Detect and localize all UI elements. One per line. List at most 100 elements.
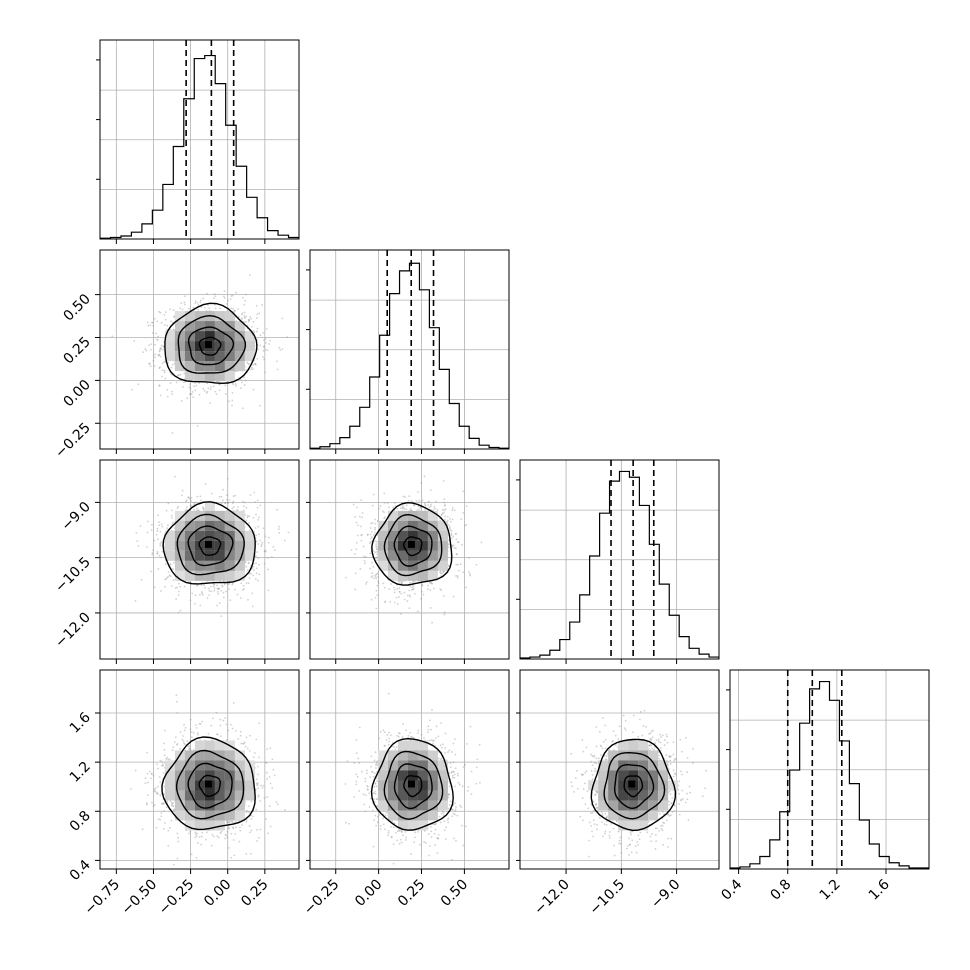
sample-point — [465, 586, 467, 589]
sample-point — [177, 590, 180, 593]
sample-point — [228, 588, 230, 590]
sample-point — [192, 396, 195, 398]
sample-point — [455, 547, 457, 550]
sample-point — [469, 574, 471, 577]
sample-point — [193, 508, 195, 511]
sample-point — [253, 491, 256, 494]
sample-point — [200, 306, 203, 308]
sample-point — [456, 553, 458, 556]
sample-point — [261, 304, 263, 306]
sample-point — [443, 613, 446, 616]
sample-point — [172, 329, 175, 332]
sample-point — [409, 595, 411, 598]
sample-point — [264, 338, 267, 340]
sample-point — [172, 521, 174, 524]
density-cell — [204, 570, 215, 581]
sample-point — [410, 500, 413, 503]
sample-point — [190, 496, 193, 499]
sample-point — [370, 537, 372, 540]
sample-point — [170, 390, 173, 393]
panel-frame — [99, 459, 300, 660]
sample-point — [243, 314, 246, 317]
hist-panel-0 — [96, 40, 299, 244]
sample-point — [400, 507, 402, 510]
sample-point — [404, 496, 406, 498]
sample-point — [202, 507, 205, 510]
sample-point — [227, 299, 229, 302]
sample-point — [189, 393, 192, 396]
sample-point — [151, 321, 153, 324]
sample-point — [179, 307, 181, 310]
density-cell — [244, 351, 255, 362]
density-cell — [214, 331, 225, 342]
sample-point — [375, 573, 378, 576]
density-cell — [184, 371, 195, 382]
sample-point — [167, 571, 170, 573]
sample-point — [401, 506, 404, 509]
sample-point — [450, 534, 453, 537]
sample-point — [183, 295, 186, 298]
sample-point — [444, 508, 447, 511]
sample-point — [442, 570, 445, 573]
sample-point — [156, 550, 159, 553]
sample-point — [371, 575, 374, 577]
sample-point — [374, 540, 376, 543]
sample-point — [443, 511, 445, 514]
sample-point — [279, 349, 282, 351]
density-cell — [184, 510, 195, 521]
sample-point — [281, 317, 284, 320]
sample-point — [206, 304, 209, 306]
density-cell — [234, 351, 245, 362]
sample-point — [153, 539, 156, 542]
sample-point — [245, 582, 248, 584]
sample-point — [161, 375, 163, 378]
sample-point — [189, 387, 192, 390]
sample-point — [254, 527, 257, 529]
sample-point — [198, 593, 201, 596]
density-cell — [224, 351, 235, 362]
sample-point — [158, 384, 161, 387]
density-cell — [234, 540, 245, 551]
sample-point — [150, 529, 153, 531]
sample-point — [231, 502, 234, 505]
sample-point — [374, 575, 377, 578]
sample-point — [183, 381, 185, 384]
sample-point — [393, 601, 396, 604]
sample-point — [372, 566, 375, 568]
sample-point — [169, 382, 172, 385]
sample-point — [384, 516, 386, 519]
sample-point — [158, 367, 161, 370]
sample-point — [272, 546, 275, 548]
sample-point — [443, 504, 446, 507]
sample-point — [256, 551, 259, 554]
sample-point — [245, 519, 248, 522]
sample-point — [224, 502, 227, 505]
sample-point — [460, 518, 463, 520]
sample-point — [369, 533, 372, 536]
sample-point — [228, 499, 231, 501]
sample-point — [231, 582, 234, 585]
contour-level-2 — [187, 326, 235, 366]
density-cell — [194, 520, 205, 531]
sample-point — [407, 499, 410, 502]
density-cell — [244, 331, 255, 342]
sample-point — [177, 594, 180, 596]
sample-point — [254, 577, 257, 580]
sample-point — [376, 572, 379, 575]
sample-point — [199, 495, 202, 498]
sample-point — [150, 343, 153, 346]
sample-point — [426, 588, 429, 591]
sample-point — [191, 592, 194, 595]
sample-point — [243, 303, 246, 306]
sample-point — [456, 575, 459, 577]
sample-point — [231, 294, 234, 297]
sample-point — [201, 592, 204, 595]
sample-point — [172, 328, 175, 331]
density-cell — [184, 361, 195, 372]
sample-point — [180, 494, 183, 497]
sample-point — [369, 527, 372, 529]
panel-2-1 — [306, 460, 509, 664]
sample-point — [439, 572, 442, 575]
sample-point — [156, 527, 159, 530]
